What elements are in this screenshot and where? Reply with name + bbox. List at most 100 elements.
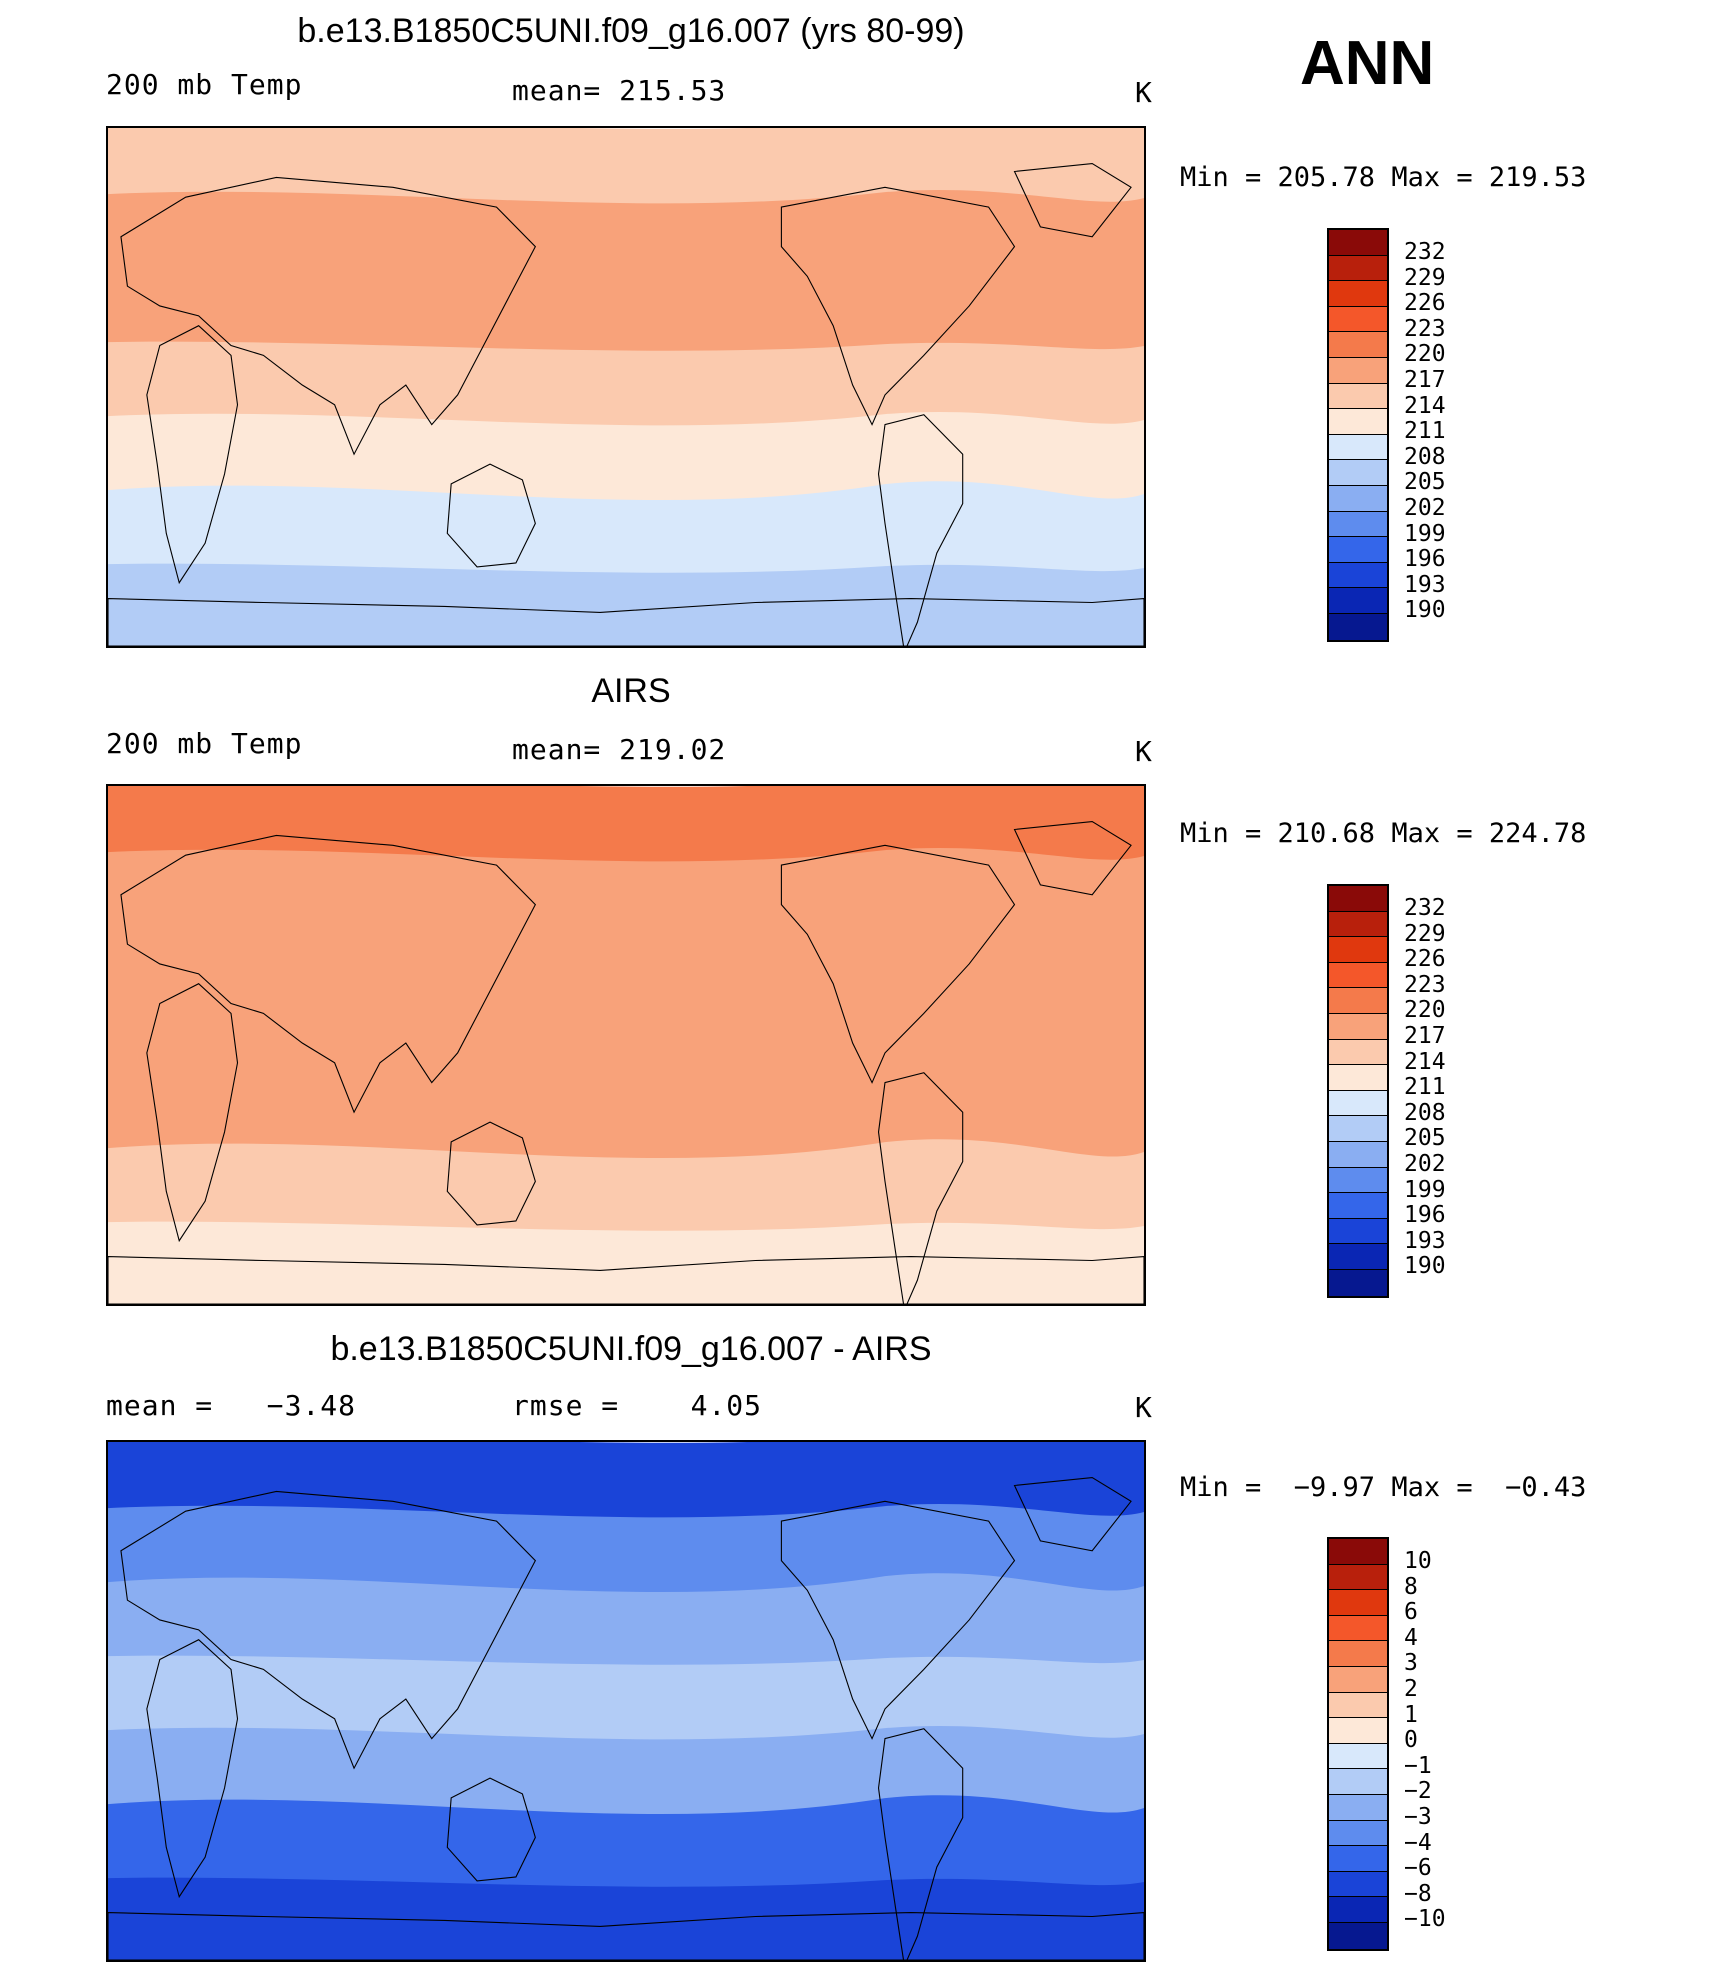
colorbar-tick-label: 199 <box>1404 1176 1446 1203</box>
colorbar-tick-label: 232 <box>1404 239 1446 265</box>
coastline <box>879 1729 963 1960</box>
colorbar-swatch <box>1329 460 1387 486</box>
colorbar-tick-label: 0 <box>1404 1727 1418 1754</box>
colorbar-swatch <box>1329 1193 1387 1219</box>
panel-1-variable-label: 200 mb Temp <box>106 68 303 101</box>
colorbar-tick-label: 217 <box>1404 1022 1446 1049</box>
panel-3-title: b.e13.B1850C5UNI.f09_g16.007 - AIRS <box>330 1330 932 1368</box>
contour-band <box>108 563 1144 646</box>
panel-2-units: K <box>1135 735 1153 768</box>
colorbar-swatch <box>1329 1090 1387 1117</box>
colorbar-swatch <box>1329 511 1387 538</box>
colorbar-tick-label: 226 <box>1404 946 1446 973</box>
colorbar-swatch <box>1329 306 1387 333</box>
panel-1-minmax: Min = 205.78 Max = 219.53 <box>1180 162 1587 193</box>
colorbar-tick-label: 8 <box>1404 1573 1418 1600</box>
colorbar-tick-label: 199 <box>1404 520 1446 547</box>
colorbar-swatch <box>1329 1666 1387 1693</box>
colorbar-tick-label: 202 <box>1404 1150 1446 1177</box>
colorbar-swatch <box>1329 1141 1387 1168</box>
colorbar-tick-label: 208 <box>1404 443 1446 470</box>
colorbar-swatch <box>1329 383 1387 410</box>
coastline <box>1015 164 1132 237</box>
panel-2-variable-label: 200 mb Temp <box>106 727 303 760</box>
coastline <box>108 1913 1144 1960</box>
contour-band <box>108 1655 1144 1750</box>
colorbar-swatch <box>1329 485 1387 512</box>
panel-2-colorbar <box>1327 884 1389 1298</box>
colorbar-tick-label: −8 <box>1404 1880 1432 1907</box>
colorbar-swatch <box>1329 911 1387 938</box>
panel-1-map <box>106 126 1146 648</box>
colorbar-swatch <box>1329 1718 1387 1744</box>
colorbar-tick-label: 214 <box>1404 392 1446 419</box>
colorbar-swatch <box>1329 1564 1387 1591</box>
colorbar-swatch <box>1329 962 1387 989</box>
colorbar-swatch <box>1329 988 1387 1014</box>
coastline <box>879 415 963 646</box>
colorbar-tick-label: 223 <box>1404 315 1446 342</box>
colorbar-swatch <box>1329 1244 1387 1270</box>
colorbar-tick-label: −1 <box>1404 1752 1432 1779</box>
panel-2-title: AIRS <box>591 672 671 710</box>
colorbar-tick-label: 214 <box>1404 1048 1446 1075</box>
colorbar-tick-label: 205 <box>1404 469 1446 496</box>
colorbar-tick-label: 6 <box>1404 1599 1418 1626</box>
coastline <box>781 1501 1014 1738</box>
colorbar-tick-label: 220 <box>1404 341 1446 368</box>
contour-band <box>108 999 1144 1094</box>
colorbar-tick-label: −6 <box>1404 1855 1432 1882</box>
colorbar-tick-label: 193 <box>1404 1227 1446 1254</box>
contour-band <box>108 917 1144 1020</box>
colorbar-swatch <box>1329 886 1387 912</box>
panel-1-units: K <box>1135 76 1153 109</box>
colorbar-tick-label: 196 <box>1404 546 1446 573</box>
colorbar-tick-label: 205 <box>1404 1125 1446 1152</box>
colorbar-tick-label: 190 <box>1404 1253 1446 1280</box>
contour-band <box>108 1573 1144 1676</box>
coastline <box>447 1778 535 1881</box>
colorbar-swatch <box>1329 255 1387 282</box>
panel-1-colorbar <box>1327 228 1389 642</box>
panel-3-colorbar-labels: 10 8 6 4 3 2 1 0 −1 −2 −3 −4 −6 −8 −10 <box>1404 1548 1446 1933</box>
colorbar-swatch <box>1329 937 1387 963</box>
coastline <box>121 1491 535 1768</box>
colorbar-swatch <box>1329 1846 1387 1872</box>
contour-band <box>108 341 1144 436</box>
colorbar-tick-label: 3 <box>1404 1650 1418 1677</box>
colorbar-swatch <box>1329 1897 1387 1923</box>
colorbar-swatch <box>1329 1590 1387 1616</box>
panel-1-colorbar-labels: 232 229 226 223 220 217 214 211 208 205 202 199 196 1… <box>1404 239 1446 624</box>
colorbar-swatch <box>1329 1769 1387 1795</box>
colorbar-tick-label: 202 <box>1404 494 1446 521</box>
colorbar-tick-label: 217 <box>1404 366 1446 393</box>
coastline <box>147 984 238 1241</box>
coastline <box>108 1257 1144 1304</box>
coastline <box>147 326 238 583</box>
contour-band <box>108 259 1144 362</box>
colorbar-swatch <box>1329 537 1387 563</box>
panel-3-minmax: Min = −9.97 Max = −0.43 <box>1180 1472 1587 1503</box>
colorbar-swatch <box>1329 1641 1387 1667</box>
colorbar-tick-label: −10 <box>1404 1906 1446 1933</box>
coastline <box>879 1073 963 1304</box>
contour-band <box>108 1221 1144 1304</box>
colorbar-tick-label: 208 <box>1404 1099 1446 1126</box>
colorbar-tick-label: −4 <box>1404 1829 1432 1856</box>
colorbar-swatch <box>1329 332 1387 358</box>
colorbar-tick-label: 229 <box>1404 920 1446 947</box>
colorbar-tick-label: 1 <box>1404 1701 1418 1728</box>
colorbar-tick-label: 232 <box>1404 895 1446 921</box>
colorbar-swatch <box>1329 1116 1387 1142</box>
contour-band <box>108 481 1144 584</box>
colorbar-swatch <box>1329 1065 1387 1091</box>
colorbar-swatch <box>1329 1218 1387 1245</box>
colorbar-tick-label: −2 <box>1404 1778 1432 1805</box>
colorbar-swatch <box>1329 1794 1387 1821</box>
colorbar-swatch <box>1329 434 1387 461</box>
colorbar-swatch <box>1329 357 1387 384</box>
colorbar-swatch <box>1329 1013 1387 1040</box>
contour-band <box>108 1139 1144 1242</box>
panel-1-mean-label: mean= 215.53 <box>512 74 727 107</box>
coastline <box>1015 822 1132 895</box>
